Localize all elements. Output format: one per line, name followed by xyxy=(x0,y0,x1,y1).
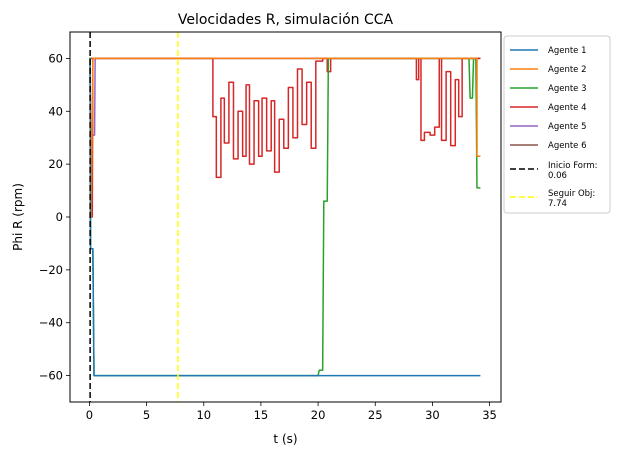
x-tick-label: 35 xyxy=(482,408,497,422)
y-tick-label: 60 xyxy=(48,51,63,65)
legend-label-seguir-obj: Seguir Obj: 7.74 xyxy=(548,189,595,209)
legend-label-agente-2: Agente 2 xyxy=(548,65,587,75)
vline-layer xyxy=(89,32,179,402)
y-tick-label: 0 xyxy=(56,210,63,224)
y-tick-label: 20 xyxy=(48,157,63,171)
y-tick-label: 40 xyxy=(48,104,63,118)
x-tick-label: 5 xyxy=(143,408,150,422)
legend-label-agente-4: Agente 4 xyxy=(548,103,587,113)
x-tick-label: 25 xyxy=(368,408,383,422)
legend-label-agente-3: Agente 3 xyxy=(548,84,587,94)
series-line-agente-1 xyxy=(89,57,481,377)
x-tick-label: 30 xyxy=(425,408,440,422)
y-tick-label: −60 xyxy=(39,369,63,383)
x-tick-label: 0 xyxy=(86,408,93,422)
series-line-agente-4 xyxy=(89,57,481,218)
x-tick-label: 10 xyxy=(196,408,211,422)
y-tick-label: −40 xyxy=(39,316,63,330)
legend-label-agente-5: Agente 5 xyxy=(548,122,587,132)
x-tick-label: 15 xyxy=(254,408,269,422)
plot-area xyxy=(70,32,501,402)
y-tick-label: −20 xyxy=(39,263,63,277)
y-axis-ticks: −60 −40 −20 0 20 40 60 xyxy=(39,51,70,383)
legend-label-agente-1: Agente 1 xyxy=(548,46,587,56)
legend: Agente 1 Agente 2 Agente 3 Agente 4 Agente 5… xyxy=(503,35,611,214)
legend-label-inicio-form: Inicio Form: 0.06 xyxy=(548,161,597,181)
y-axis-label: Phi R (rpm) xyxy=(11,183,25,251)
legend-label-agente-6: Agente 6 xyxy=(548,141,587,151)
x-tick-label: 20 xyxy=(311,408,326,422)
x-axis-label: t (s) xyxy=(273,432,297,446)
series-layer xyxy=(89,57,481,377)
x-axis-ticks: 0 5 10 15 20 25 30 35 xyxy=(86,402,497,422)
chart-title: Velocidades R, simulación CCA xyxy=(178,12,394,28)
